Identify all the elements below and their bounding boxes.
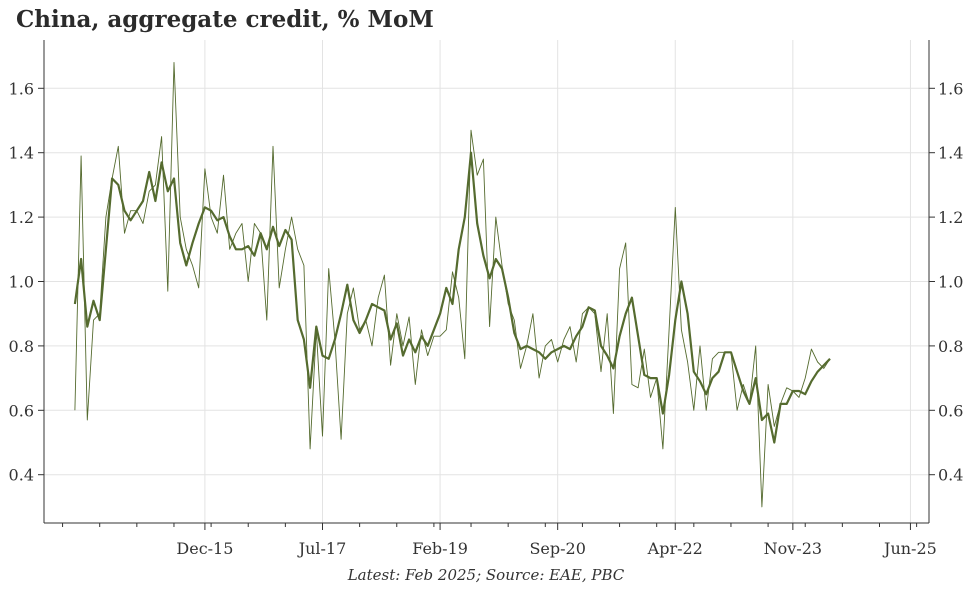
y-tick-label-right: 0.4 xyxy=(938,466,963,485)
y-tick-label-right: 1.0 xyxy=(938,273,963,292)
x-tick-label: Sep-20 xyxy=(529,539,585,558)
x-tick-label: Feb-19 xyxy=(412,539,468,558)
y-tick-label-left: 1.4 xyxy=(9,144,34,163)
y-tick-label-left: 0.4 xyxy=(9,466,34,485)
x-tick-label: Jun-25 xyxy=(882,539,937,558)
y-tick-label-right: 0.8 xyxy=(938,337,963,356)
series-line-monthly xyxy=(74,62,831,508)
x-tick-label: Nov-23 xyxy=(764,539,822,558)
gridlines xyxy=(44,40,929,523)
y-tick-label-right: 1.2 xyxy=(938,208,963,227)
y-tick-label-left: 0.8 xyxy=(9,337,34,356)
tick-labels: 0.4 0.4 0.6 0.6 0.8 0.8 1.0 1.0 1.2 1.2 1.4 1.4 1.6 1… xyxy=(9,79,964,558)
y-tick-label-right: 1.4 xyxy=(938,144,963,163)
x-tick-label: Jul-17 xyxy=(297,539,347,558)
series-lines xyxy=(73,62,831,508)
y-tick-label-left: 1.6 xyxy=(9,79,34,98)
axes xyxy=(38,40,935,530)
y-tick-label-right: 0.6 xyxy=(938,401,963,420)
chart-caption: Latest: Feb 2025; Source: EAE, PBC xyxy=(347,566,625,584)
y-tick-label-left: 0.6 xyxy=(9,401,34,420)
y-tick-label-left: 1.0 xyxy=(9,273,34,292)
y-tick-label-right: 1.6 xyxy=(938,79,963,98)
x-tick-label: Dec-15 xyxy=(176,539,233,558)
series-line-smoothed xyxy=(73,151,831,444)
chart-title: China, aggregate credit, % MoM xyxy=(16,6,434,33)
x-tick-label: Apr-22 xyxy=(647,539,703,558)
y-tick-label-left: 1.2 xyxy=(9,208,34,227)
